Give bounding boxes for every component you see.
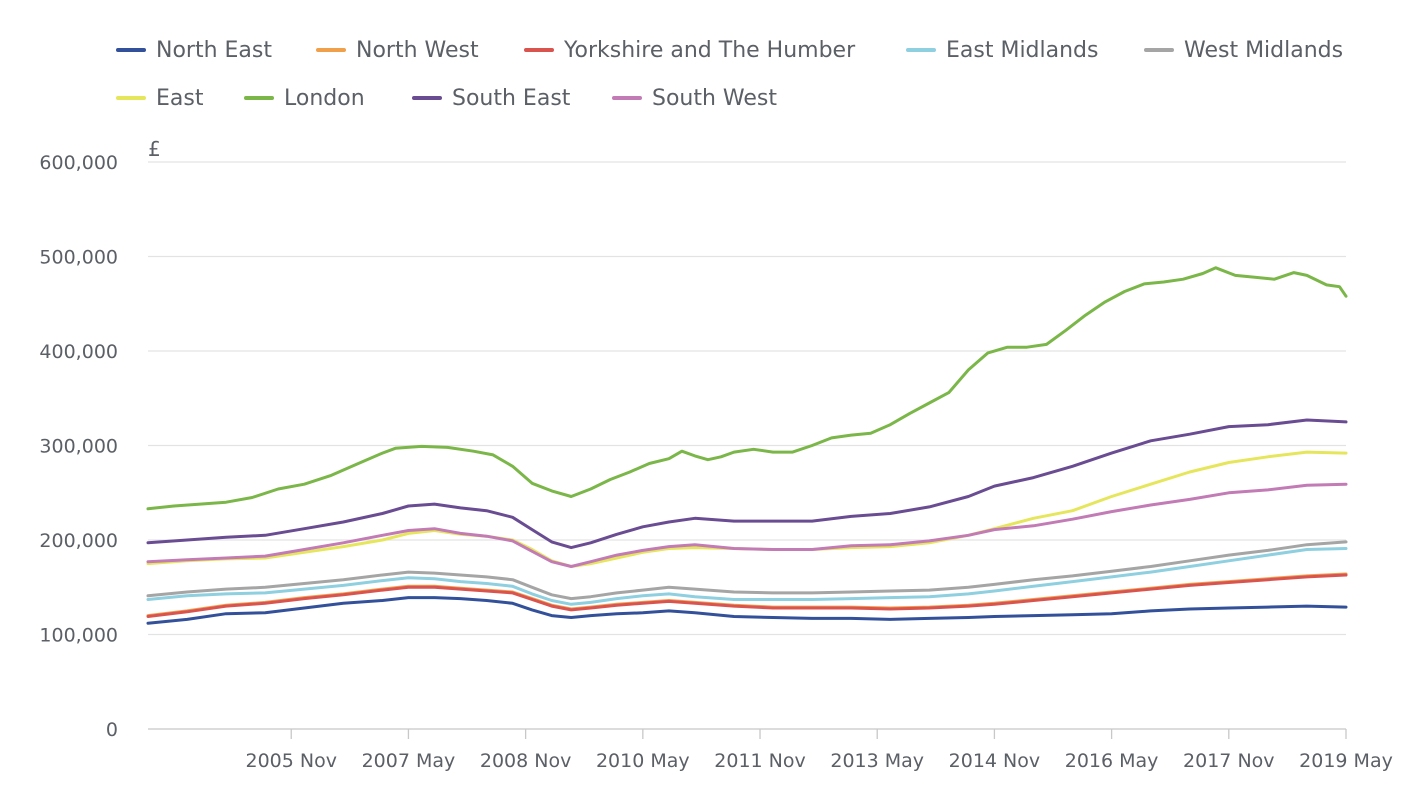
- x-tick-label: 2005 Nov: [245, 750, 336, 772]
- legend-swatch: [524, 48, 554, 52]
- legend-item-yorkshire-and-the-humber[interactable]: Yorkshire and The Humber: [524, 35, 855, 65]
- legend-label: Yorkshire and The Humber: [564, 37, 856, 63]
- series-line-london: [146, 266, 1348, 511]
- y-tick-label: 100,000: [39, 625, 118, 647]
- x-axis: 2005 Nov 2007 May 2008 Nov 2010 May 2011 Nov…: [245, 729, 1393, 772]
- legend-item-east-midlands[interactable]: East Midlands: [906, 35, 1099, 65]
- legend-swatch: [1144, 48, 1174, 52]
- legend-swatch: [116, 48, 146, 52]
- legend-label: South East: [452, 85, 571, 111]
- series-line-south-east: [146, 418, 1348, 550]
- legend-item-west-midlands[interactable]: West Midlands: [1144, 35, 1343, 65]
- x-tick-label: 2019 May: [1299, 750, 1393, 772]
- legend-swatch: [906, 48, 936, 52]
- legend-label: South West: [652, 85, 778, 111]
- legend-item-east[interactable]: East: [116, 83, 203, 113]
- series-line-west-midlands: [146, 540, 1348, 601]
- legend-item-south-west[interactable]: South West: [612, 83, 777, 113]
- legend-label: North East: [156, 37, 272, 63]
- series-line-north-east: [146, 596, 1348, 625]
- legend-swatch: [612, 96, 642, 100]
- legend-swatch: [116, 96, 146, 100]
- x-tick-label: 2011 Nov: [714, 750, 805, 772]
- y-axis-unit-label: £: [148, 137, 161, 161]
- legend-swatch: [316, 48, 346, 52]
- legend-item-north-east[interactable]: North East: [116, 35, 272, 65]
- x-tick-label: 2007 May: [362, 750, 456, 772]
- x-tick-label: 2017 Nov: [1183, 750, 1274, 772]
- series-line-south-west: [146, 482, 1348, 568]
- legend-label: East Midlands: [946, 37, 1099, 63]
- y-tick-label: 400,000: [39, 341, 118, 363]
- legend-label: East: [156, 85, 204, 111]
- legend-label: West Midlands: [1184, 37, 1344, 63]
- y-tick-label: 300,000: [39, 436, 118, 458]
- x-tick-label: 2013 May: [830, 750, 924, 772]
- legend-item-london[interactable]: London: [244, 83, 365, 113]
- y-tick-label: 600,000: [39, 152, 118, 174]
- x-tick-label: 2016 May: [1065, 750, 1159, 772]
- x-tick-label: 2010 May: [596, 750, 690, 772]
- y-tick-label: 200,000: [39, 530, 118, 552]
- legend-item-south-east[interactable]: South East: [412, 83, 570, 113]
- legend-item-north-west[interactable]: North West: [316, 35, 479, 65]
- legend-label: London: [284, 85, 365, 111]
- legend-swatch: [244, 96, 274, 100]
- y-tick-label: 0: [106, 719, 118, 741]
- legend-label: North West: [356, 37, 479, 63]
- series-line-yorkshire-and-the-humber: [146, 573, 1348, 618]
- y-axis-ticks: 0 100,000 200,000 300,000 400,000 500,000 600,…: [39, 152, 118, 741]
- series-line-east: [146, 450, 1348, 568]
- y-tick-label: 500,000: [39, 247, 118, 269]
- series-line-east-midlands: [146, 547, 1348, 606]
- gridlines: [148, 161, 1346, 730]
- legend-swatch: [412, 96, 442, 100]
- x-tick-label: 2014 Nov: [949, 750, 1040, 772]
- x-tick-label: 2008 Nov: [480, 750, 571, 772]
- series-lines: [146, 266, 1348, 625]
